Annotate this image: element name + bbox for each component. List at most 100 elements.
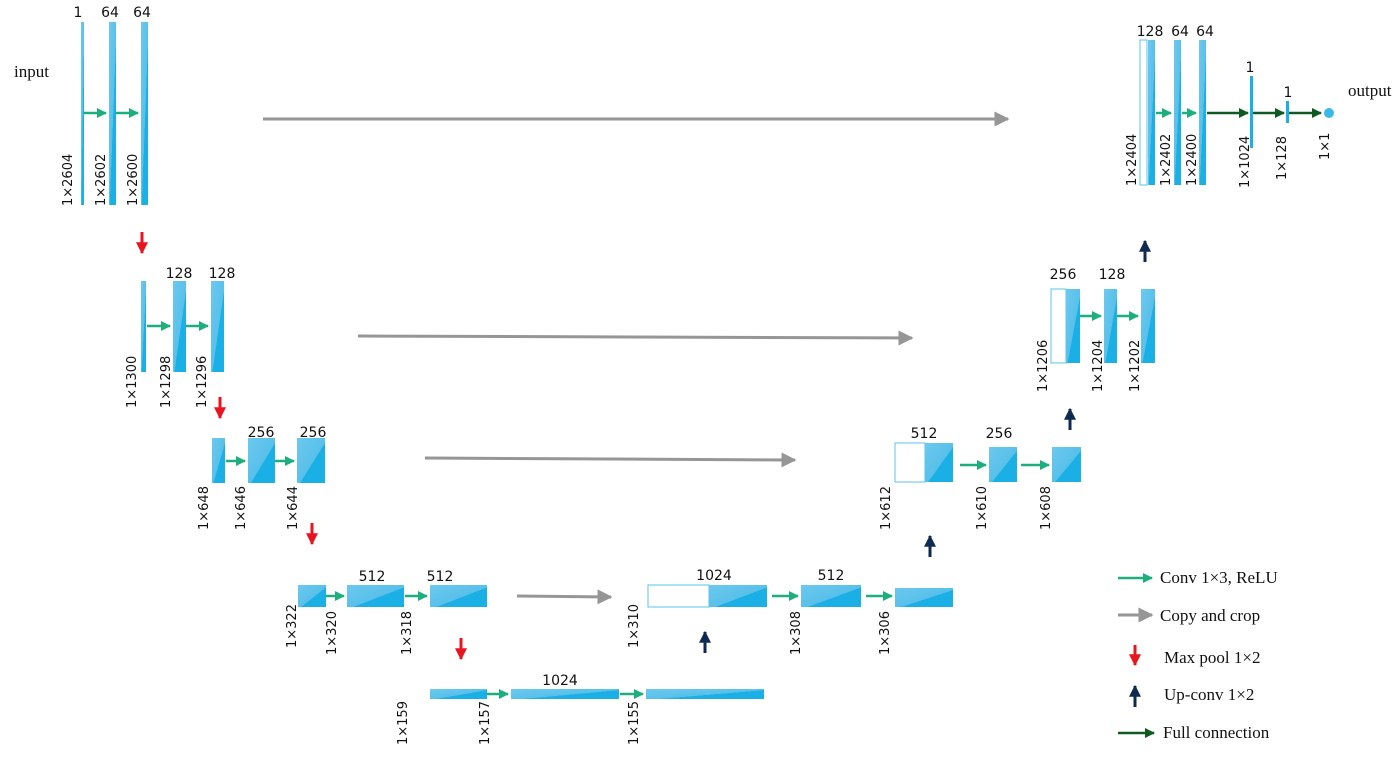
feature-map-d2c [1141, 289, 1155, 363]
size-label: 1×1204 [1091, 340, 1106, 392]
feature-map-d3b [989, 447, 1017, 482]
feature-map-d3a [925, 443, 953, 482]
feature-map-bna [430, 689, 487, 699]
size-label: 1×1202 [1128, 340, 1143, 392]
feature-map-d4b [801, 585, 861, 607]
feature-map-e2c [211, 281, 224, 372]
size-label: 1×1296 [195, 356, 210, 408]
output-label: output [1348, 81, 1392, 100]
size-label: 1×2602 [94, 154, 109, 206]
size-label: 1×612 [879, 486, 894, 530]
copied-map-d3 [894, 442, 926, 483]
size-label: 1×2404 [1125, 134, 1140, 186]
feature-map-e2a [141, 281, 146, 372]
legend-upconv-label: Up-conv 1×2 [1164, 685, 1254, 704]
legend-full-label: Full connection [1163, 723, 1270, 742]
channel-label: 256 [986, 426, 1013, 442]
feature-map-d4a [709, 585, 767, 607]
size-label: 1×310 [627, 604, 642, 648]
feature-map-e2b [173, 281, 186, 372]
copied-map-d4 [647, 584, 710, 608]
feature-map-e1a [81, 22, 84, 205]
level3-decoder: 512 256 1×612 1×610 1×608 [879, 426, 1081, 530]
fc-layer-1024 [1250, 76, 1253, 148]
bottleneck: 1024 1×159 1×157 1×155 [396, 673, 764, 745]
copy-crop-arrow [516, 589, 613, 605]
copied-map-d1 [1139, 39, 1148, 186]
size-label: 1×2604 [61, 154, 76, 206]
level4-decoder: 1024 512 1×310 1×308 1×306 [627, 568, 953, 655]
output-node [1324, 108, 1334, 118]
size-label: 1×2600 [126, 154, 141, 206]
legend-conv-label: Conv 1×3, ReLU [1160, 568, 1278, 587]
feature-map-e4b [347, 585, 404, 607]
channel-label: 512 [427, 569, 454, 585]
feature-map-e3c [297, 438, 325, 483]
channel-label: 1 [1284, 85, 1293, 101]
channel-label: 256 [248, 425, 275, 441]
channel-label: 128 [209, 266, 236, 282]
channel-label: 64 [101, 5, 119, 21]
channel-label: 64 [1171, 24, 1189, 40]
size-label: 1×1206 [1036, 340, 1051, 392]
size-label: 1×2400 [1185, 134, 1200, 186]
channel-label: 512 [818, 568, 845, 584]
feature-map-e3b [248, 438, 275, 483]
channel-label: 128 [1137, 24, 1164, 40]
feature-map-d4c [895, 588, 953, 607]
size-label: 1×306 [878, 611, 893, 655]
channel-label: 128 [166, 266, 193, 282]
level4-encoder: 512 512 1×322 1×320 1×318 [285, 569, 487, 655]
feature-map-e4c [430, 585, 487, 607]
size-label: 1×322 [285, 604, 300, 648]
channel-label: 256 [300, 425, 327, 441]
feature-map-d1b [1174, 40, 1181, 185]
channel-label: 256 [1050, 267, 1077, 283]
feature-map-d2a [1066, 289, 1080, 363]
feature-map-d2b [1104, 289, 1117, 363]
feature-map-e4a [298, 585, 326, 607]
channel-label: 1 [1246, 60, 1255, 76]
channel-label: 512 [359, 569, 386, 585]
level3-encoder: 256 256 1×648 1×646 1×644 [197, 425, 326, 530]
size-label: 1×648 [197, 486, 212, 530]
fully-connected-head: 1 1 1×1024 1×128 1×1 [1207, 60, 1334, 188]
size-label: 1×155 [627, 701, 642, 745]
size-label: 1×159 [396, 701, 411, 745]
channel-label: 64 [133, 5, 151, 21]
fc-layer-128 [1286, 101, 1289, 123]
feature-map-e1b [109, 22, 116, 205]
size-label: 1×608 [1039, 486, 1054, 530]
feature-map-bnc [646, 689, 764, 699]
size-label: 1×1024 [1238, 136, 1253, 188]
feature-map-d1a [1148, 40, 1155, 185]
size-label: 1×1298 [159, 356, 174, 408]
level2-encoder: 128 128 1×1300 1×1298 1×1296 [125, 266, 235, 408]
feature-map-d3c [1052, 447, 1081, 482]
channel-label: 512 [911, 426, 938, 442]
size-label: 1×2402 [1159, 134, 1174, 186]
channel-label: 128 [1099, 267, 1126, 283]
feature-map-d1c [1199, 40, 1206, 185]
size-label: 1×308 [789, 611, 804, 655]
size-label: 1×318 [400, 611, 415, 655]
size-label: 1×157 [478, 701, 493, 745]
size-label: 1×646 [234, 486, 249, 530]
level1-encoder: 1 64 64 1×2604 1×2602 1×2600 [61, 5, 151, 206]
copy-crop-arrow [357, 330, 914, 346]
size-label: 1×320 [325, 611, 340, 655]
channel-label: 1024 [542, 673, 578, 689]
legend-copy-label: Copy and crop [1160, 606, 1260, 625]
legend: Conv 1×3, ReLU Copy and crop Max pool 1×… [1118, 568, 1278, 742]
level2-decoder: 256 128 1×1206 1×1204 1×1202 [1036, 267, 1155, 392]
feature-map-e1c [141, 22, 148, 205]
legend-pool-label: Max pool 1×2 [1164, 648, 1260, 667]
level1-decoder: 128 64 64 1×2404 1×2402 1×2400 [1125, 24, 1214, 186]
size-label: 1×128 [1275, 136, 1290, 180]
size-label: 1×1 [1318, 133, 1333, 160]
channel-label: 1 [74, 5, 83, 21]
channel-label: 1024 [696, 568, 732, 584]
size-label: 1×1300 [125, 356, 140, 408]
feature-map-bnb [511, 689, 619, 699]
